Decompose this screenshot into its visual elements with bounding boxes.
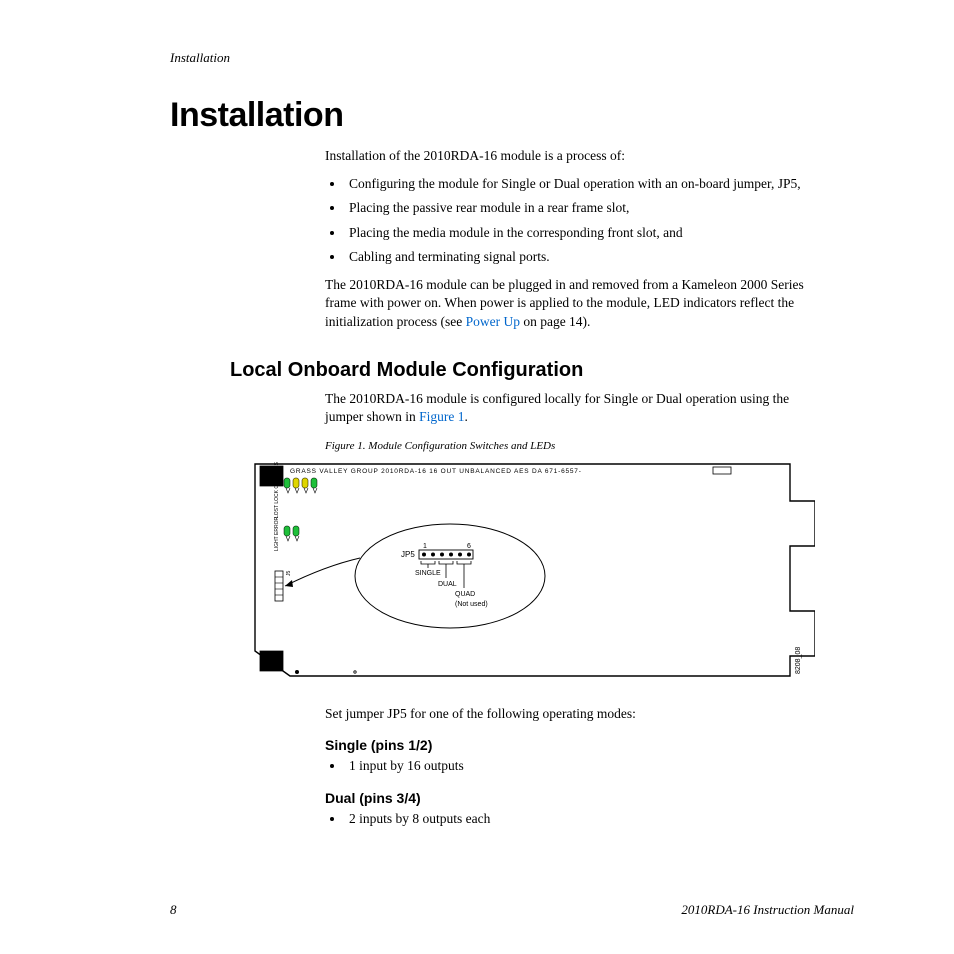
- doc-title: 2010RDA-16 Instruction Manual: [681, 902, 854, 918]
- mode-list: 2 inputs by 8 outputs each: [345, 810, 824, 828]
- text: on page 14).: [520, 314, 590, 329]
- text: .: [465, 409, 468, 424]
- config-paragraph: The 2010RDA-16 module is configured loca…: [325, 390, 824, 426]
- page-number: 8: [170, 902, 177, 918]
- mode-list: 1 input by 16 outputs: [345, 757, 824, 775]
- figure-1-link[interactable]: Figure 1: [419, 409, 464, 424]
- page-footer: 8 2010RDA-16 Instruction Manual: [100, 902, 854, 918]
- svg-text:8208_08: 8208_08: [795, 647, 802, 674]
- list-item: 2 inputs by 8 outputs each: [345, 810, 824, 828]
- svg-text:6: 6: [467, 543, 471, 550]
- running-header: Installation: [170, 50, 854, 66]
- list-item: Configuring the module for Single or Dua…: [345, 175, 824, 193]
- mode-heading-single: Single (pins 1/2): [325, 737, 854, 753]
- list-item: Placing the passive rear module in a rea…: [345, 199, 824, 217]
- power-up-link[interactable]: Power Up: [466, 314, 520, 329]
- list-item: Placing the media module in the correspo…: [345, 224, 824, 242]
- process-list: Configuring the module for Single or Dua…: [345, 175, 824, 266]
- figure-1: GRASS VALLEY GROUP 2010RDA-16 16 OUT UNB…: [235, 456, 824, 691]
- svg-text:LIGHT ERROR: LIGHT ERROR: [274, 517, 280, 551]
- hotswap-paragraph: The 2010RDA-16 module can be plugged in …: [325, 276, 824, 331]
- svg-text:QUAD: QUAD: [455, 591, 475, 598]
- svg-text:DUAL: DUAL: [438, 581, 457, 588]
- module-diagram: GRASS VALLEY GROUP 2010RDA-16 16 OUT UNB…: [235, 456, 815, 686]
- svg-text:JP5: JP5: [401, 550, 415, 559]
- svg-text:(Not used): (Not used): [455, 601, 488, 608]
- text: The 2010RDA-16 module is configured loca…: [325, 391, 789, 424]
- figure-caption: Figure 1. Module Configuration Switches …: [325, 440, 854, 452]
- page-title: Installation: [170, 96, 854, 135]
- intro-paragraph: Installation of the 2010RDA-16 module is…: [325, 147, 824, 165]
- svg-text:GRASS VALLEY GROUP 2010RDA-: GRASS VALLEY GROUP 2010RDA-16 16 OUT UNB…: [290, 468, 582, 475]
- svg-text:1: 1: [423, 543, 427, 550]
- svg-text:J5: J5: [286, 571, 292, 577]
- svg-text:LOST LOCK COMP RES: LOST LOCK COMP RES: [274, 462, 280, 519]
- list-item: Cabling and terminating signal ports.: [345, 248, 824, 266]
- svg-text:SINGLE: SINGLE: [415, 570, 441, 577]
- section-heading: Local Onboard Module Configuration: [230, 359, 854, 382]
- mode-heading-dual: Dual (pins 3/4): [325, 790, 854, 806]
- jumper-instructions: Set jumper JP5 for one of the following …: [325, 705, 824, 723]
- list-item: 1 input by 16 outputs: [345, 757, 824, 775]
